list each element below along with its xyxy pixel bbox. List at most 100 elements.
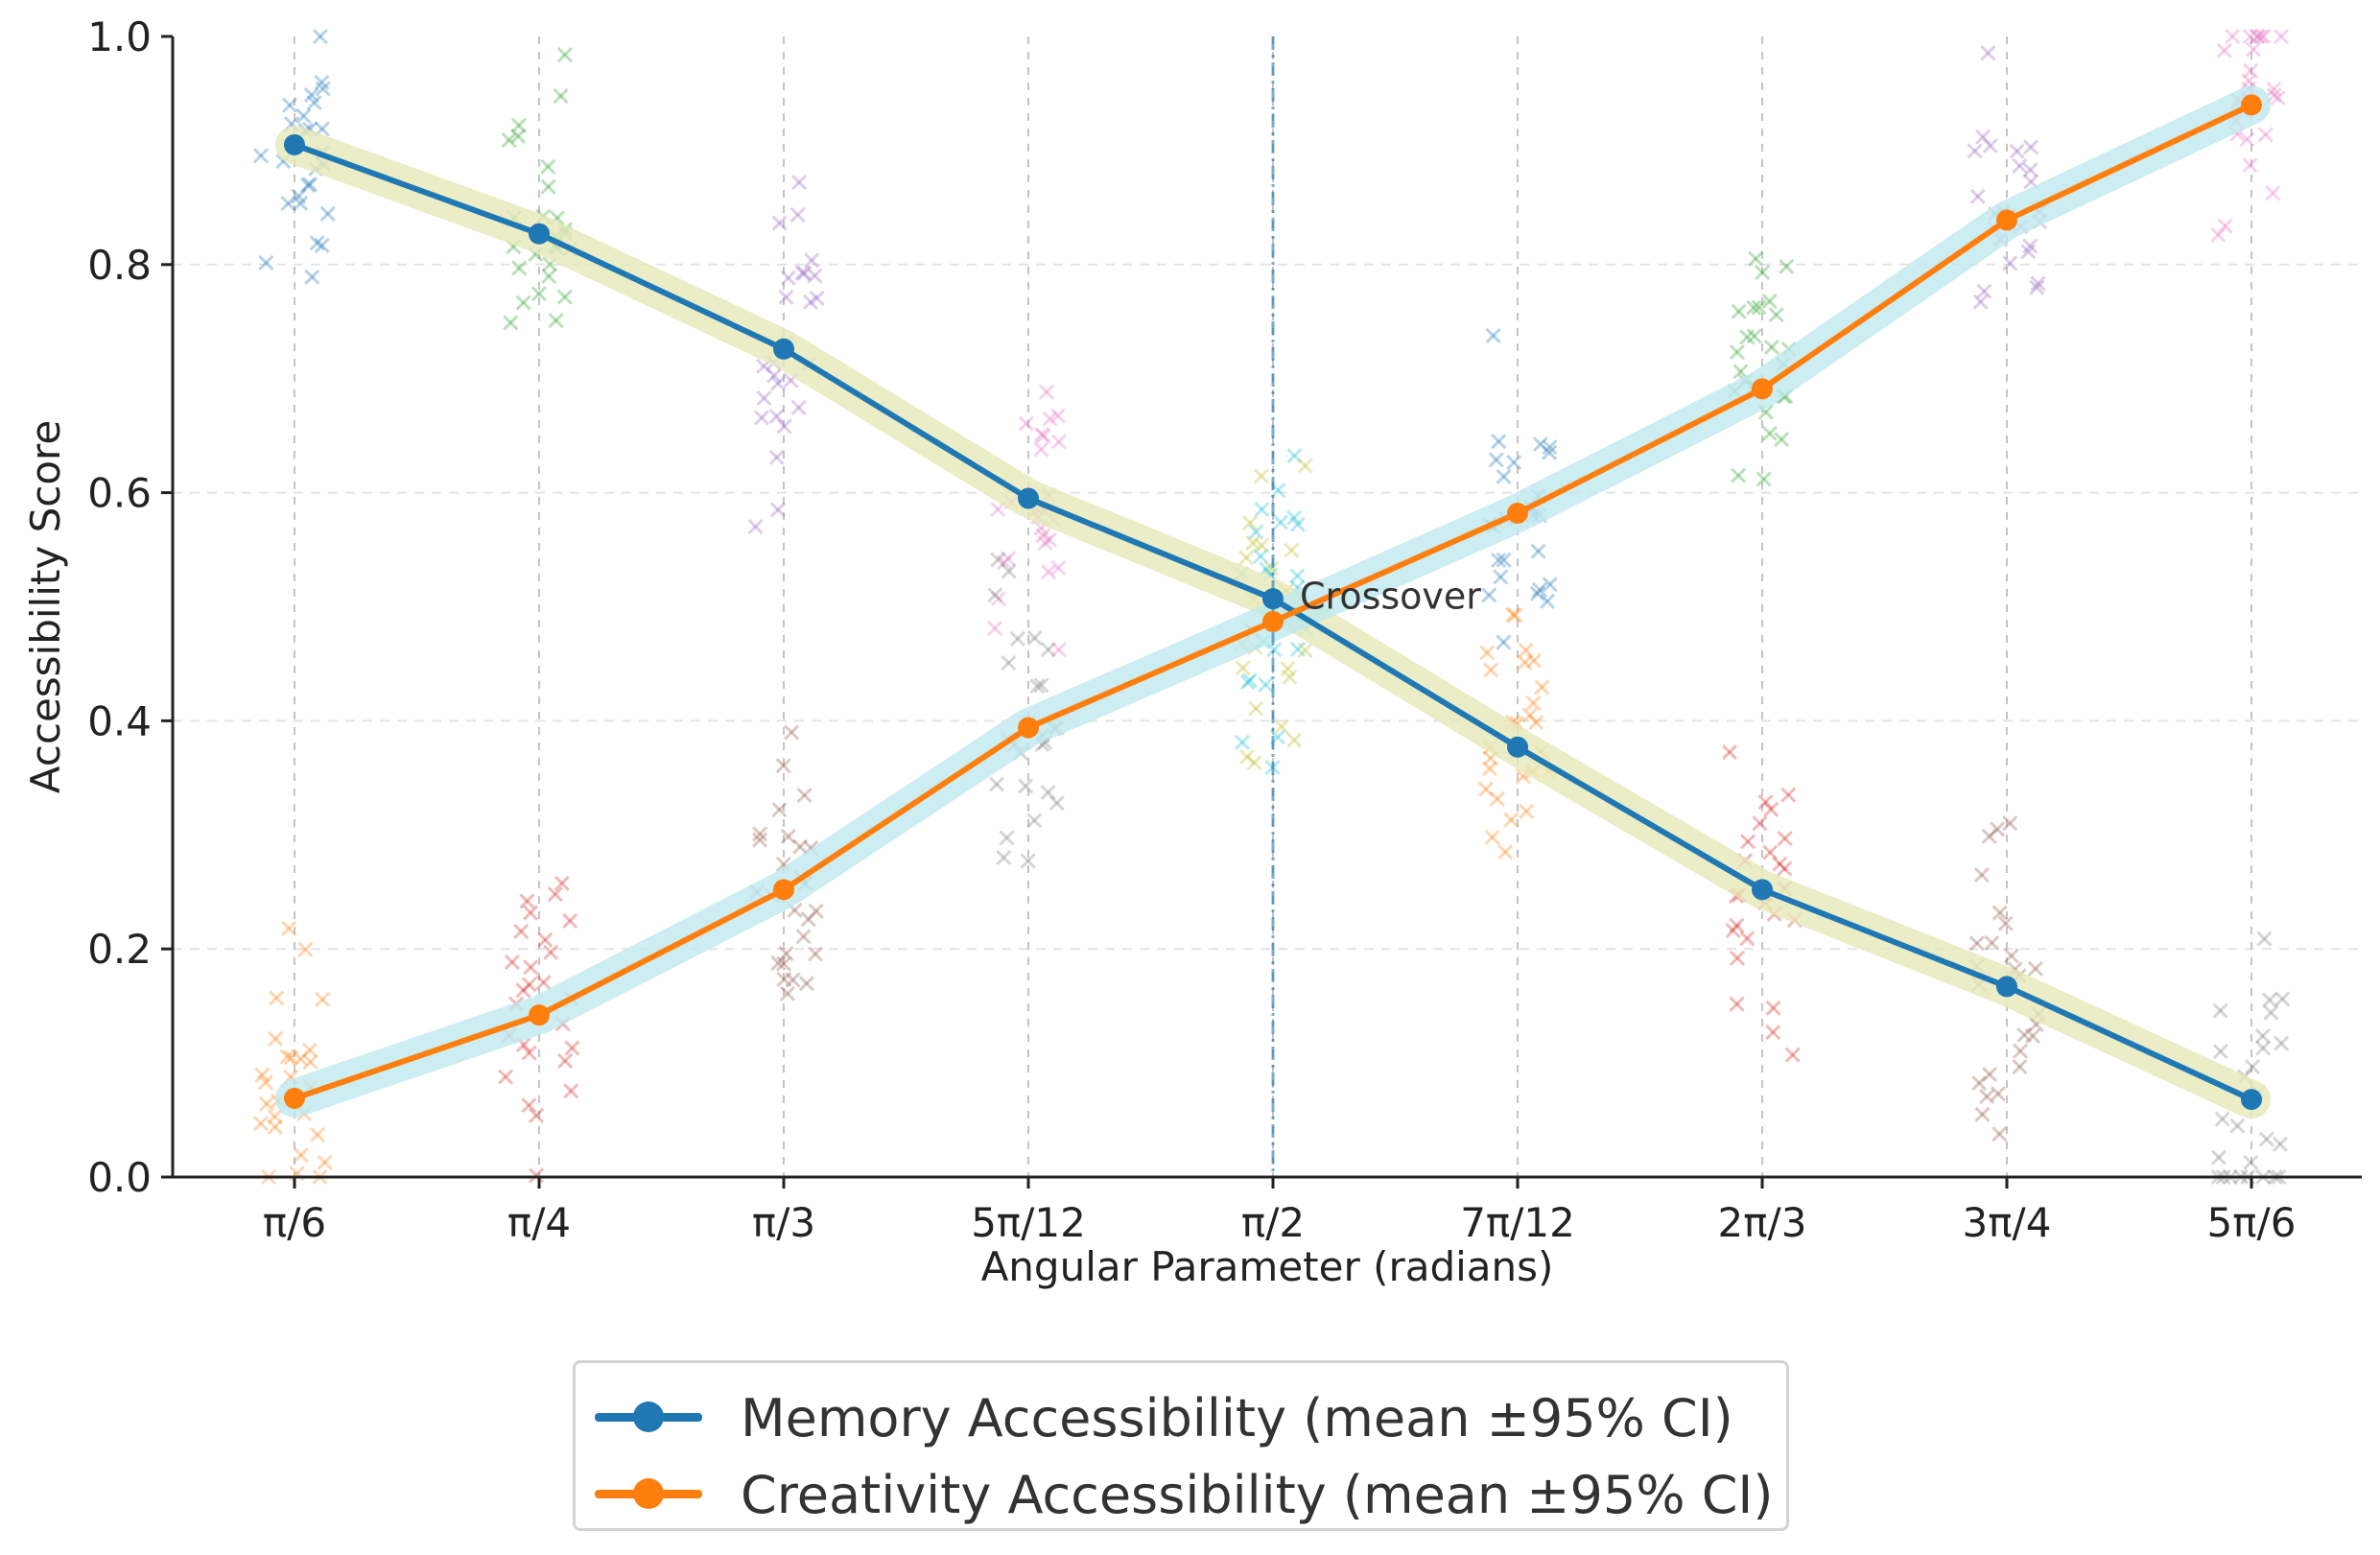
sample-marker	[252, 1116, 270, 1132]
sample-marker	[1254, 537, 1270, 554]
sample-marker	[771, 215, 788, 231]
sample-marker	[1739, 931, 1756, 947]
sample-marker	[523, 959, 539, 976]
sample-marker	[1505, 606, 1521, 623]
sample-marker	[252, 148, 270, 164]
sample-marker	[1542, 577, 1558, 593]
sample-marker	[1765, 1000, 1781, 1016]
sample-marker	[1967, 143, 1983, 159]
sample-marker	[1286, 732, 1303, 748]
sample-marker	[293, 195, 309, 211]
x-tick-label: 7π/12	[1460, 1199, 1575, 1246]
sample-marker	[800, 911, 816, 928]
sample-marker	[1982, 1066, 1998, 1082]
sample-marker	[1042, 411, 1058, 427]
sample-marker	[1286, 509, 1303, 526]
sample-marker	[1483, 662, 1499, 678]
sample-marker	[1282, 669, 1298, 685]
sample-marker	[1481, 761, 1498, 777]
sample-marker	[1972, 294, 1989, 310]
sample-marker	[1033, 677, 1049, 694]
sample-marker	[521, 1097, 537, 1114]
sample-marker	[2255, 1040, 2272, 1056]
sample-marker	[1258, 676, 1274, 693]
sample-marker	[1729, 996, 1745, 1012]
sample-marker	[2030, 275, 2046, 292]
sample-marker	[309, 1126, 326, 1143]
x-tick-label: π/4	[507, 1199, 571, 1246]
crossover-annotation: Crossover	[1300, 576, 1481, 618]
sample-marker	[1997, 915, 2014, 931]
data-point-s1-0	[284, 1087, 305, 1109]
sample-marker	[2214, 1111, 2230, 1127]
sample-marker	[1971, 1074, 1988, 1092]
sample-marker	[2258, 1131, 2274, 1147]
sample-marker	[987, 587, 1003, 603]
sample-marker	[1531, 581, 1548, 598]
data-point-s1-7	[1996, 209, 2017, 231]
sample-marker	[1746, 328, 1762, 344]
sample-marker	[1763, 801, 1779, 817]
sample-marker	[2246, 41, 2262, 58]
sample-marker	[1530, 543, 1546, 559]
legend-item-creativity: Creativity Accessibility (mean ±95% CI)	[576, 1457, 1786, 1534]
sample-marker	[769, 375, 787, 391]
sample-marker	[1528, 714, 1544, 731]
sample-marker	[808, 903, 824, 919]
sample-marker	[766, 367, 783, 384]
x-axis-label: Angular Parameter (radians)	[981, 1243, 1554, 1290]
sample-marker	[1001, 563, 1017, 579]
sample-marker	[1497, 844, 1514, 860]
sample-marker	[309, 235, 325, 251]
sample-marker	[2229, 1118, 2246, 1134]
sample-marker	[529, 1167, 545, 1184]
sample-marker	[1273, 719, 1289, 735]
sample-marker	[1297, 642, 1313, 658]
sample-marker	[1542, 444, 1558, 460]
sample-marker	[522, 905, 539, 921]
sample-marker	[747, 518, 764, 534]
sample-marker	[1050, 559, 1067, 577]
sample-marker	[1235, 660, 1251, 676]
sample-marker	[1746, 299, 1762, 316]
sample-marker	[2249, 28, 2265, 45]
sample-marker	[990, 501, 1006, 518]
sample-marker	[2212, 1043, 2228, 1060]
sample-marker	[2022, 238, 2038, 254]
sample-marker	[1026, 813, 1043, 829]
sample-marker	[2003, 948, 2019, 964]
data-point-s0-2	[773, 338, 794, 360]
sample-marker	[2243, 1154, 2259, 1170]
sample-marker	[1529, 585, 1545, 601]
sample-marker	[1980, 45, 1996, 61]
sample-marker	[295, 107, 312, 125]
sample-marker	[2242, 28, 2258, 45]
sample-marker	[557, 1052, 574, 1069]
sample-marker	[297, 941, 314, 957]
sample-marker	[1018, 415, 1034, 432]
sample-marker	[1253, 468, 1269, 484]
sample-marker	[280, 195, 296, 212]
sample-marker	[2272, 1136, 2288, 1152]
sample-marker	[521, 977, 537, 993]
sample-marker	[2266, 81, 2282, 97]
sample-marker	[1041, 564, 1057, 580]
sample-marker	[756, 389, 772, 407]
sample-marker	[563, 1083, 579, 1099]
sample-marker	[1755, 264, 1771, 281]
sample-marker	[1248, 700, 1264, 717]
x-tick-label: π/2	[1241, 1199, 1305, 1246]
sample-marker	[996, 849, 1012, 866]
sample-marker	[2263, 1004, 2279, 1021]
sample-marker	[2027, 960, 2043, 977]
sample-marker	[1289, 568, 1306, 584]
sample-marker	[306, 94, 322, 111]
sample-marker	[1507, 607, 1523, 624]
sample-marker	[1491, 552, 1507, 569]
sample-marker	[1000, 551, 1016, 567]
sample-marker	[1731, 303, 1747, 319]
sample-marker	[1991, 1126, 2008, 1143]
sample-marker	[2261, 992, 2277, 1008]
sample-marker	[1284, 542, 1300, 558]
